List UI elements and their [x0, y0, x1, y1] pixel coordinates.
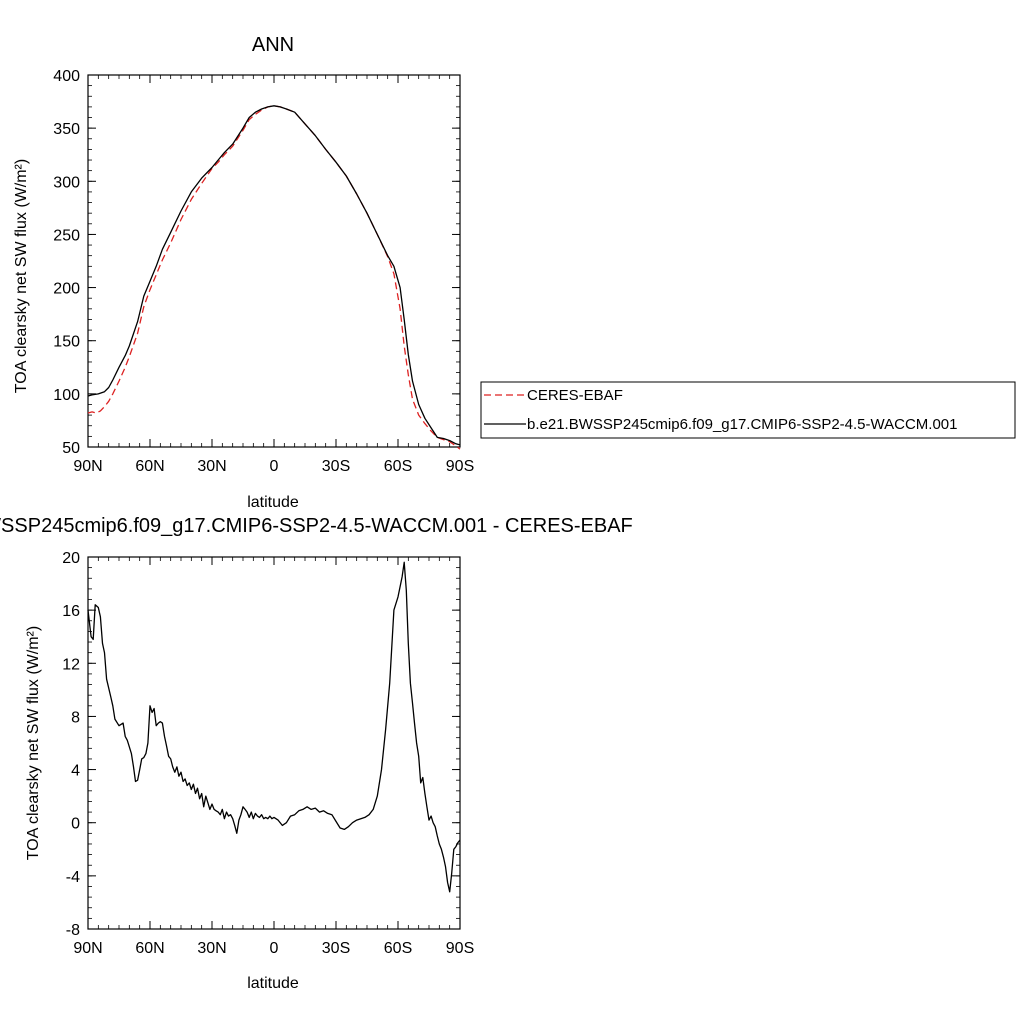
bottom-chart-xtick-label: 90N: [73, 940, 102, 957]
top-chart-xlabel: latitude: [247, 494, 299, 511]
top-chart-xtick-label: 30S: [322, 458, 350, 475]
bottom-chart-ytick-label: 12: [62, 656, 80, 673]
top-chart-ytick-label: 100: [53, 387, 80, 404]
bottom-chart-ytick-label: 4: [71, 763, 80, 780]
bottom-chart-xtick-label: 30N: [197, 940, 226, 957]
top-chart-ytick-label: 200: [53, 281, 80, 298]
top-chart-ytick-label: 150: [53, 334, 80, 351]
top-chart-ytick-label: 250: [53, 227, 80, 244]
top-chart-ytick-label: 350: [53, 121, 80, 138]
top-chart-series-line-1: [87, 105, 461, 446]
top-chart-xtick-label: 60S: [384, 458, 412, 475]
bottom-chart-ytick-label: -8: [66, 922, 80, 939]
bottom-chart-xlabel: latitude: [247, 975, 299, 992]
bottom-chart-series-line-0: [87, 561, 461, 893]
bottom-chart-xtick-label: 0: [270, 940, 279, 957]
bottom-chart-series: [87, 561, 461, 893]
top-chart-panel: ANN 90N 60N 30N 0 30S 60S 90S 50 100 150 200 250 300…: [13, 34, 1016, 511]
bottom-chart-plot-area: [87, 556, 461, 930]
bottom-chart-xtick-label: 60N: [135, 940, 164, 957]
bottom-chart-ytick-label: 20: [62, 550, 80, 567]
bottom-chart-xtick-label: 60S: [384, 940, 412, 957]
legend-box: [480, 381, 1016, 439]
bottom-chart-ytick-label: 0: [71, 816, 80, 833]
top-chart-title: ANN: [252, 34, 294, 56]
bottom-chart-ytick-label: 8: [71, 709, 80, 726]
top-chart-ytick-label: 300: [53, 174, 80, 191]
top-chart-xtick-label: 90N: [73, 458, 102, 475]
legend-label-model: b.e21.BWSSP245cmip6.f09_g17.CMIP6-SSP2-4…: [527, 416, 957, 433]
top-chart-series: [87, 105, 461, 450]
bottom-chart-panel: b.e21.BWSSP245cmip6.f09_g17.CMIP6-SSP2-4…: [0, 515, 633, 992]
bottom-chart-ytick-label: 16: [62, 603, 80, 620]
top-chart-xtick-label: 90S: [446, 458, 474, 475]
bottom-chart-xtick-label: 30S: [322, 940, 350, 957]
top-chart-xtick-label: 30N: [197, 458, 226, 475]
top-chart-plot-area: [87, 74, 461, 448]
legend-label-ceres: CERES-EBAF: [527, 387, 623, 404]
bottom-chart-xtick-label: 90S: [446, 940, 474, 957]
top-chart-ytick-label: 400: [53, 68, 80, 85]
bottom-chart-title: b.e21.BWSSP245cmip6.f09_g17.CMIP6-SSP2-4…: [0, 515, 633, 537]
top-chart-ytick-label: 50: [62, 440, 80, 457]
top-chart-ylabel: TOA clearsky net SW flux (W/m²): [13, 159, 30, 393]
top-chart-ticks: 90N 60N 30N 0 30S 60S 90S 50 100 150 200 250 300 350 4…: [53, 68, 474, 475]
bottom-chart-ytick-label: -4: [66, 869, 80, 886]
top-chart-xtick-label: 60N: [135, 458, 164, 475]
top-chart-xtick-label: 0: [270, 458, 279, 475]
top-chart-series-line-0: [87, 105, 461, 450]
bottom-chart-ylabel: TOA clearsky net SW flux (W/m²): [25, 626, 42, 860]
bottom-chart-ticks: 90N 60N 30N 0 30S 60S 90S -8 -4 0 4 8 12 16 20: [62, 550, 474, 957]
top-chart-legend: CERES-EBAF b.e21.BWSSP245cmip6.f09_g17.C…: [480, 381, 1016, 439]
